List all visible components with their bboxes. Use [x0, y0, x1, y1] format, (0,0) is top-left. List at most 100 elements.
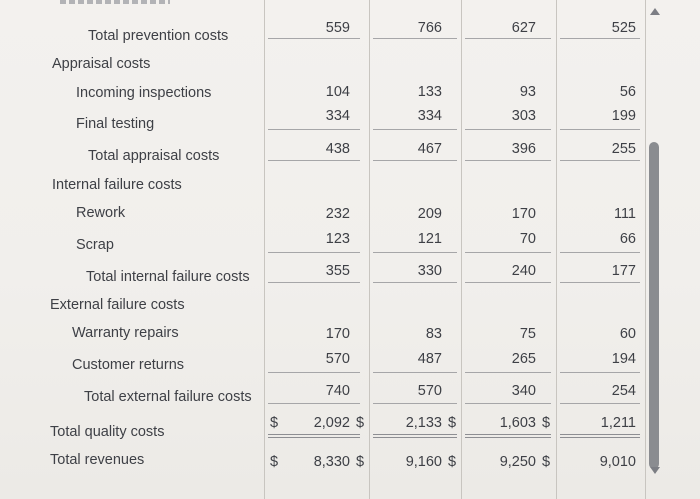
double-underline	[373, 434, 457, 438]
cell-scrap-col1: 123	[325, 231, 350, 247]
column-divider	[461, 0, 462, 499]
column-divider	[264, 0, 265, 499]
underline	[560, 372, 640, 373]
underline	[560, 160, 640, 161]
cell-final-testing-col1: 334	[325, 108, 350, 124]
cell-total-revenues-col1: 8,330	[313, 454, 350, 470]
cell-final-testing-col4: 199	[611, 108, 636, 124]
underline	[373, 372, 457, 373]
cell-incoming-col1: 104	[325, 84, 350, 100]
underline	[465, 129, 551, 130]
underline	[465, 252, 551, 253]
underline	[373, 282, 457, 283]
currency-symbol: $	[356, 454, 365, 470]
cell-total-external-col4: 254	[611, 383, 636, 399]
row-label-incoming-inspections: Incoming inspections	[76, 85, 212, 101]
currency-symbol: $	[448, 415, 457, 431]
double-underline	[268, 434, 360, 438]
row-label-total-prevention: Total prevention costs	[88, 28, 229, 44]
section-label-external-failure: External failure costs	[50, 297, 185, 313]
underline	[465, 160, 551, 161]
currency-symbol: $	[448, 454, 457, 470]
cell-total-internal-col4: 177	[611, 263, 636, 279]
cell-total-prevention-col1: 559	[325, 20, 350, 36]
cell-total-internal-col3: 240	[511, 263, 536, 279]
cell-warranty-col1: 170	[325, 326, 350, 342]
row-label-total-revenues: Total revenues	[50, 452, 145, 468]
cell-total-appraisal-col4: 255	[611, 141, 636, 157]
row-label-total-internal: Total internal failure costs	[86, 269, 250, 285]
cell-warranty-col3: 75	[519, 326, 536, 342]
scroll-down-arrow-icon[interactable]	[650, 467, 660, 474]
double-underline	[465, 434, 551, 438]
column-divider	[369, 0, 370, 499]
row-label-total-appraisal: Total appraisal costs	[88, 148, 220, 164]
cell-scrap-col2: 121	[417, 231, 442, 247]
row-label-total-quality: Total quality costs	[50, 424, 165, 440]
cell-returns-col2: 487	[417, 351, 442, 367]
cell-total-appraisal-col3: 396	[511, 141, 536, 157]
cell-incoming-col3: 93	[519, 84, 536, 100]
double-underline	[560, 434, 640, 438]
cell-final-testing-col3: 303	[511, 108, 536, 124]
underline	[560, 403, 640, 404]
cell-total-appraisal-col1: 438	[325, 141, 350, 157]
underline	[560, 252, 640, 253]
cell-total-external-col3: 340	[511, 383, 536, 399]
row-label-rework: Rework	[76, 205, 126, 221]
row-label-final-testing: Final testing	[76, 116, 155, 132]
underline	[373, 129, 457, 130]
row-label-customer-returns: Customer returns	[72, 357, 185, 373]
underline	[560, 282, 640, 283]
cell-scrap-col4: 66	[619, 231, 636, 247]
cell-total-external-col2: 570	[417, 383, 442, 399]
cell-total-quality-col3: 1,603	[499, 415, 536, 431]
cell-total-prevention-col4: 525	[611, 20, 636, 36]
underline	[268, 38, 360, 39]
currency-symbol: $	[356, 415, 365, 431]
row-label-scrap: Scrap	[76, 237, 114, 253]
currency-symbol: $	[542, 454, 551, 470]
underline	[465, 38, 551, 39]
cropped-header-text	[60, 0, 170, 4]
cell-total-prevention-col3: 627	[511, 20, 536, 36]
cell-warranty-col2: 83	[425, 326, 442, 342]
cell-total-external-col1: 740	[325, 383, 350, 399]
cell-total-quality-col2: 2,133	[405, 415, 442, 431]
cell-rework-col4: 111	[613, 206, 636, 222]
underline	[465, 372, 551, 373]
cell-total-revenues-col3: 9,250	[499, 454, 536, 470]
cell-rework-col3: 170	[511, 206, 536, 222]
cell-incoming-col4: 56	[619, 84, 636, 100]
underline	[373, 160, 457, 161]
vertical-scrollbar-thumb[interactable]	[649, 142, 659, 469]
row-label-warranty-repairs: Warranty repairs	[72, 325, 179, 341]
underline	[373, 403, 457, 404]
underline	[560, 129, 640, 130]
cell-returns-col3: 265	[511, 351, 536, 367]
underline	[465, 282, 551, 283]
underline	[268, 372, 360, 373]
section-label-internal-failure: Internal failure costs	[52, 177, 182, 193]
cell-total-appraisal-col2: 467	[417, 141, 442, 157]
underline	[268, 252, 360, 253]
cell-total-prevention-col2: 766	[417, 20, 442, 36]
underline	[373, 252, 457, 253]
cell-total-internal-col2: 330	[417, 263, 442, 279]
underline	[560, 38, 640, 39]
cell-warranty-col4: 60	[619, 326, 636, 342]
underline	[268, 160, 360, 161]
underline	[268, 129, 360, 130]
underline	[373, 38, 457, 39]
cell-rework-col1: 232	[325, 206, 350, 222]
cell-total-revenues-col4: 9,010	[599, 454, 636, 470]
scroll-up-arrow-icon[interactable]	[650, 8, 660, 15]
cell-scrap-col3: 70	[519, 231, 536, 247]
cell-total-quality-col1: 2,092	[313, 415, 350, 431]
cell-returns-col4: 194	[611, 351, 636, 367]
row-label-total-external: Total external failure costs	[84, 389, 252, 405]
underline	[268, 403, 360, 404]
cell-total-quality-col4: 1,211	[600, 415, 636, 431]
cell-returns-col1: 570	[325, 351, 350, 367]
